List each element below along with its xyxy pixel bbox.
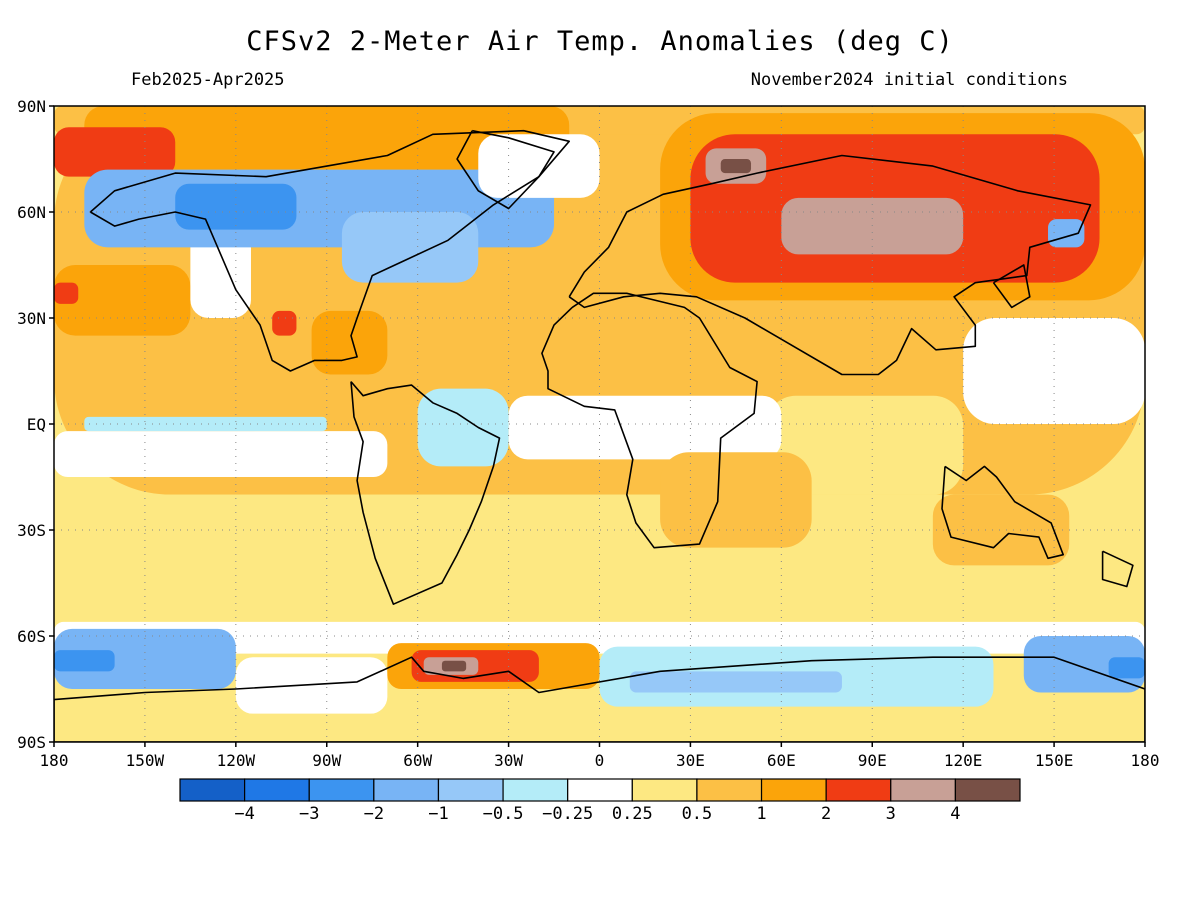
coastline-2 — [568, 154, 1092, 376]
colorbar-label-6: 0.25 — [612, 804, 653, 824]
colorbar-box-5 — [502, 778, 569, 802]
anomaly-region-23 — [54, 431, 388, 477]
anomaly-region-40 — [54, 713, 1145, 742]
colorbar-box-8 — [696, 778, 763, 802]
anomaly-region-29 — [54, 628, 236, 689]
anomaly-region-10 — [341, 212, 479, 283]
anomaly-region-26 — [660, 452, 812, 548]
anomaly-region-6 — [54, 282, 79, 304]
lat-label-3: EQ — [27, 415, 46, 434]
lon-label-11: 150E — [1035, 751, 1074, 770]
anomaly-region-27 — [932, 494, 1070, 566]
colorbar-label-2: −2 — [364, 804, 384, 824]
lat-label-4: 30S — [17, 521, 46, 540]
anomaly-field — [54, 106, 1145, 742]
colorbar-label-7: 0.5 — [682, 804, 713, 824]
coastline-1 — [350, 381, 501, 605]
anomaly-region-11 — [478, 134, 600, 198]
anomaly-region-34 — [629, 671, 842, 693]
lon-label-7: 30E — [676, 751, 705, 770]
initial-conditions: November2024 initial conditions — [750, 70, 1068, 90]
lon-label-0: 180 — [40, 751, 69, 770]
lat-label-2: 30N — [17, 309, 46, 328]
coastline-4 — [941, 465, 1064, 560]
lon-label-10: 120E — [944, 751, 983, 770]
anomaly-region-25 — [417, 388, 509, 467]
coastlines — [54, 129, 1145, 742]
colorbar-label-3: −1 — [428, 804, 448, 824]
lat-label-0: 90N — [17, 97, 46, 116]
graticule — [54, 106, 1145, 742]
anomaly-region-35 — [235, 657, 388, 714]
lon-label-3: 90W — [312, 751, 341, 770]
axis-ticks — [49, 105, 1146, 747]
colorbar — [179, 778, 1021, 802]
colorbar-box-12 — [954, 778, 1021, 802]
coastline-8 — [992, 264, 1031, 309]
anomaly-region-9 — [175, 183, 297, 230]
anomaly-region-39 — [441, 660, 467, 672]
coastline-7 — [1101, 550, 1134, 588]
anomaly-region-22 — [508, 395, 782, 460]
latitude-axis: 90N 60N 30N EQ 30S 60S 90S — [17, 97, 46, 752]
colorbar-box-3 — [373, 778, 440, 802]
colorbar-label-9: 2 — [821, 804, 831, 824]
colorbar-box-2 — [308, 778, 375, 802]
colorbar-label-11: 4 — [950, 804, 960, 824]
map-title: CFSv2 2-Meter Air Temp. Anomalies (deg C… — [246, 26, 954, 57]
coastline-6 — [456, 129, 555, 210]
anomaly-region-32 — [1108, 657, 1145, 679]
lon-label-9: 90E — [858, 751, 887, 770]
colorbar-box-1 — [244, 778, 310, 802]
colorbar-label-5: −0.25 — [542, 804, 593, 824]
colorbar-label-1: −3 — [299, 804, 319, 824]
coastline-3 — [541, 292, 758, 549]
colorbar-box-7 — [631, 778, 698, 802]
lon-label-8: 60E — [767, 751, 796, 770]
colorbar-box-0 — [179, 778, 246, 802]
anomaly-region-12 — [311, 310, 388, 375]
anomaly-region-24 — [84, 416, 327, 432]
anomaly-region-16 — [781, 197, 964, 255]
colorbar-box-6 — [567, 778, 633, 802]
colorbar-labels: −4 −3 −2 −1 −0.5 −0.25 0.25 0.5 1 2 3 4 — [234, 804, 960, 824]
colorbar-box-4 — [437, 778, 504, 802]
anomaly-region-13 — [272, 310, 297, 336]
lon-label-4: 60W — [403, 751, 432, 770]
longitude-axis: 180 150W 120W 90W 60W 30W 0 30E 60E 90E 120E 150E 18… — [40, 751, 1160, 770]
lon-label-6: 0 — [595, 751, 605, 770]
anomaly-region-5 — [54, 265, 191, 336]
anomaly-region-19 — [1048, 219, 1085, 248]
coastline-5 — [54, 656, 1145, 742]
map-frame: 90N 60N 30N EQ 30S 60S 90S 180 150W 120W 90W 60W 30… — [17, 97, 1159, 770]
anomaly-region-3 — [84, 106, 570, 170]
anomaly-region-4 — [54, 127, 176, 177]
lon-label-5: 30W — [494, 751, 523, 770]
forecast-period: Feb2025-Apr2025 — [131, 70, 285, 90]
colorbar-box-11 — [890, 778, 956, 802]
lon-label-12: 180 — [1131, 751, 1160, 770]
colorbar-label-0: −4 — [234, 804, 254, 824]
colorbar-box-9 — [760, 778, 827, 802]
colorbar-label-8: 1 — [756, 804, 766, 824]
lon-label-2: 120W — [217, 751, 256, 770]
anomaly-region-21 — [766, 395, 964, 495]
colorbar-label-10: 3 — [886, 804, 896, 824]
colorbar-label-4: −0.5 — [483, 804, 524, 824]
lat-label-1: 60N — [17, 203, 46, 222]
lon-label-1: 150W — [126, 751, 165, 770]
anomaly-region-18 — [720, 159, 752, 174]
anomaly-region-30 — [54, 650, 115, 672]
anomaly-region-20 — [963, 318, 1145, 424]
anomaly-region-1 — [54, 494, 1145, 636]
coastline-0 — [89, 129, 570, 372]
lat-label-6: 90S — [17, 733, 46, 752]
lat-label-5: 60S — [17, 627, 46, 646]
colorbar-box-10 — [825, 778, 892, 802]
